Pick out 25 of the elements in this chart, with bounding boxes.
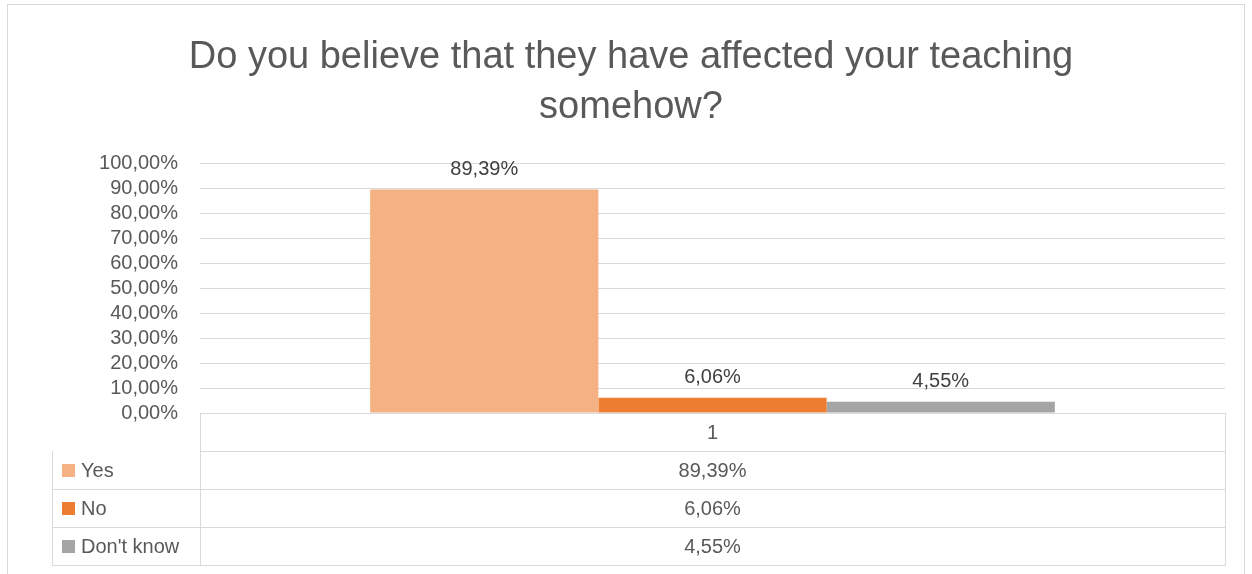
text: 4,55% bbox=[684, 535, 741, 557]
y-tick-label: 90,00% bbox=[110, 175, 179, 198]
y-tick-label: 0,00% bbox=[121, 400, 179, 423]
y-tick-label: 40,00% bbox=[110, 300, 179, 323]
y-tick-label: 10,00% bbox=[110, 375, 179, 398]
x-tick-label: 1 bbox=[706, 420, 719, 443]
y-tick-label: 100,00% bbox=[99, 150, 179, 173]
data-label: 6,06% bbox=[684, 365, 742, 388]
legend-label: Yes bbox=[81, 458, 114, 482]
y-tick-label: 60,00% bbox=[110, 250, 179, 273]
legend-label: No bbox=[81, 496, 107, 520]
text: 6,06% bbox=[684, 497, 741, 519]
y-tick-label: 50,00% bbox=[110, 275, 179, 298]
y-tick-label: 30,00% bbox=[110, 325, 179, 348]
y-tick-label: 80,00% bbox=[110, 200, 179, 223]
bar bbox=[598, 397, 827, 413]
data-label: 89,39% bbox=[450, 157, 519, 180]
y-tick-label: 70,00% bbox=[110, 225, 179, 248]
legend-label: Don't know bbox=[81, 534, 180, 558]
chart-title: Do you believe that they have affected your teaching somehow? bbox=[187, 33, 1075, 128]
y-tick-label: 20,00% bbox=[110, 350, 179, 373]
data-label: 4,55% bbox=[912, 369, 970, 392]
bar bbox=[826, 401, 1055, 413]
text: 89,39% bbox=[678, 459, 747, 481]
bar bbox=[370, 189, 599, 413]
